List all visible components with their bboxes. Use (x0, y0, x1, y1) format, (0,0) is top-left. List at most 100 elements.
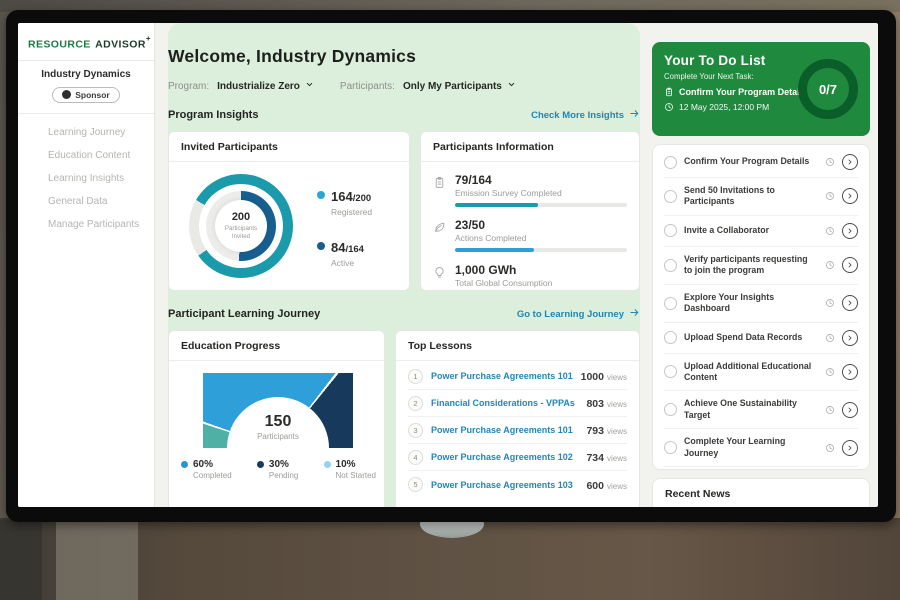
donut-legend: 164/200 Registered 84/164 Active (317, 188, 372, 268)
clock-icon (825, 405, 835, 415)
task-checkbox[interactable] (664, 365, 677, 379)
todo-task-row-complete-your-learning-journey[interactable]: Complete Your Learning Journey (664, 429, 858, 468)
todo-task-row-explore-your-insights-dashboard[interactable]: Explore Your Insights Dashboard (664, 285, 858, 323)
task-open-button[interactable] (842, 401, 858, 418)
program-select[interactable]: Industrialize Zero (217, 80, 314, 92)
todo-task-row-upload-spend-data-records[interactable]: Upload Spend Data Records (664, 323, 858, 354)
app-logo: RESOURCE ADVISOR+ (18, 23, 154, 62)
legend-label: Pending (268, 471, 299, 480)
progress-bar (455, 248, 627, 252)
check-more-insights-link[interactable]: Check More Insights (531, 108, 640, 122)
task-checkbox[interactable] (664, 403, 677, 417)
todo-due-date: 12 May 2025, 12:00 PM (664, 102, 858, 112)
consumption-icon (433, 266, 446, 279)
task-open-button[interactable] (842, 329, 858, 346)
todo-title: Your To Do List (664, 53, 766, 68)
collapse-tasks-link[interactable]: Collapse Tasks (664, 467, 858, 469)
legend-label: Active (331, 258, 355, 268)
participants-information-title: Participants Information (421, 132, 639, 162)
lesson-title-link[interactable]: Power Purchase Agreements 102 (431, 452, 573, 462)
task-open-button[interactable] (842, 439, 858, 456)
task-label: Explore Your Insights Dashboard (684, 291, 775, 314)
task-checkbox[interactable] (664, 155, 677, 169)
task-label: Verify participants requesting to join t… (684, 253, 808, 276)
todo-task-row-upload-additional-educational-content[interactable]: Upload Additional Educational Content (664, 354, 858, 392)
sponsor-icon (62, 90, 72, 100)
invited-donut-chart: 200 Participants Invited (189, 174, 293, 278)
lesson-views: 600 (586, 479, 604, 492)
clock-icon (664, 102, 674, 112)
legend-item-registered: 164/200 Registered (317, 188, 372, 217)
learning-journey-title: Participant Learning Journey (168, 308, 321, 320)
todo-task-row-confirm-your-program-details[interactable]: Confirm Your Program Details (664, 147, 858, 178)
survey-icon (433, 176, 446, 189)
right-panel: Your To Do List Complete Your Next Task:… (652, 23, 870, 507)
task-checkbox[interactable] (664, 258, 677, 272)
task-label: Confirm Your Program Details (684, 156, 810, 167)
task-checkbox[interactable] (664, 296, 677, 310)
program-filter-label: Program: (168, 80, 210, 92)
arrow-right-icon (629, 108, 640, 122)
task-checkbox[interactable] (664, 224, 677, 238)
task-open-button[interactable] (842, 363, 858, 381)
stat-row-actions-completed: 23/50 Actions Completed (433, 213, 627, 258)
sidebar-item-label: General Data (48, 196, 108, 208)
task-open-button[interactable] (842, 222, 858, 239)
gauge-legend-item-not-started: 10% Not Started (323, 459, 376, 480)
legend-value: 164 (331, 189, 353, 204)
go-to-learning-journey-link[interactable]: Go to Learning Journey (517, 307, 640, 321)
sidebar-item-education-content[interactable]: Education Content (25, 144, 147, 167)
sidebar-item-general-data[interactable]: General Data (25, 190, 147, 213)
task-checkbox[interactable] (664, 441, 677, 455)
task-open-button[interactable] (842, 154, 858, 170)
lesson-title-link[interactable]: Power Purchase Agreements 101 (431, 371, 573, 381)
gauge-center-value: 150 (264, 413, 292, 430)
sidebar-item-learning-insights[interactable]: Learning Insights (25, 167, 147, 190)
lesson-row: 4 Power Purchase Agreements 102 734 views (408, 444, 627, 471)
legend-label: Registered (331, 207, 373, 217)
lesson-rank: 5 (408, 477, 423, 492)
todo-summary-card: Your To Do List Complete Your Next Task:… (652, 42, 870, 136)
lesson-row: 3 Power Purchase Agreements 101 793 views (408, 417, 627, 444)
task-checkbox[interactable] (664, 331, 677, 345)
lesson-title-link[interactable]: Financial Considerations - VPPAs (431, 398, 575, 408)
legend-dot (323, 461, 331, 468)
wall-top (0, 0, 900, 12)
invited-participants-title: Invited Participants (169, 132, 409, 162)
todo-task-row-verify-participants-requesting-to-join-the-program[interactable]: Verify participants requesting to join t… (664, 247, 858, 285)
clock-icon (825, 226, 835, 236)
todo-task-row-send-50-invitations-to-participants[interactable]: Send 50 Invitations to Participants (664, 178, 858, 216)
lesson-row: 1 Power Purchase Agreements 101 1000 views (408, 363, 627, 390)
lesson-row: 5 Power Purchase Agreements 103 600 views (408, 471, 627, 498)
chevron-right-icon (846, 363, 854, 381)
sidebar-item-learning-journey[interactable]: Learning Journey (25, 121, 147, 144)
gauge-legend: 60% Completed 30% Pending 10% Not Started (181, 459, 376, 480)
chevron-right-icon (846, 256, 854, 274)
clipboard-icon (664, 87, 674, 97)
task-label: Upload Spend Data Records (684, 331, 803, 342)
org-name: Industry Dynamics (41, 69, 131, 81)
sidebar-item-manage-participants[interactable]: Manage Participants (25, 213, 147, 236)
task-open-button[interactable] (842, 188, 858, 205)
lesson-title-link[interactable]: Power Purchase Agreements 101 (431, 425, 573, 435)
sidebar-menu: HomeInsightsEducationLearning JourneyEdu… (18, 23, 640, 507)
top-lessons-card: Top Lessons 1 Power Purchase Agreements 1… (395, 330, 640, 507)
page-title: Welcome, Industry Dynamics (168, 46, 417, 66)
lesson-views: 803 (586, 398, 604, 410)
lesson-views: 1000 (580, 371, 604, 383)
desk-highlight (56, 520, 138, 600)
todo-task-row-achieve-one-sustainability-target[interactable]: Achieve One Sustainability Target (664, 391, 858, 430)
sponsor-badge[interactable]: Sponsor (52, 86, 120, 103)
participants-select[interactable]: Only My Participants (403, 80, 516, 92)
donut-center-value: 200 (231, 211, 251, 224)
legend-value: 60% (193, 459, 214, 470)
participants-information-card: Participants Information 79/164 Emission … (420, 131, 640, 291)
task-checkbox[interactable] (664, 189, 677, 203)
lesson-rank: 3 (408, 422, 423, 438)
legend-dot (181, 461, 188, 468)
task-open-button[interactable] (842, 256, 858, 274)
lesson-title-link[interactable]: Power Purchase Agreements 103 (431, 479, 573, 490)
filters-bar: Program: Industrialize Zero Participants… (168, 80, 640, 92)
todo-task-row-invite-a-collaborator[interactable]: Invite a Collaborator (664, 216, 858, 247)
task-open-button[interactable] (842, 295, 858, 312)
